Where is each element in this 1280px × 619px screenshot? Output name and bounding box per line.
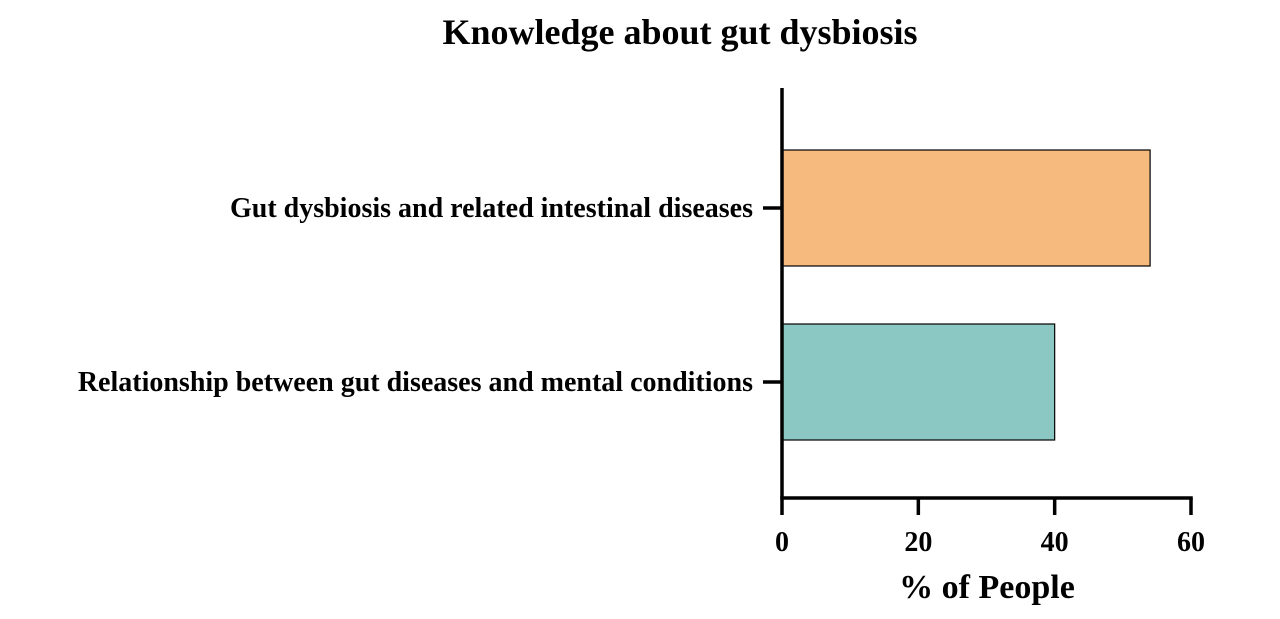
y-axis: Gut dysbiosis and related intestinal dis…: [78, 88, 784, 498]
x-tick-label-40: 40: [1041, 527, 1069, 558]
chart-title: Knowledge about gut dysbiosis: [442, 12, 917, 52]
bars-group: [781, 149, 1151, 441]
x-axis: 0 20 40 60: [775, 496, 1205, 558]
x-tick-label-20: 20: [904, 527, 932, 558]
bar-2: [781, 323, 1056, 441]
x-tick-label-0: 0: [775, 527, 789, 558]
category-label-2: Relationship between gut diseases and me…: [78, 367, 753, 398]
category-label-1: Gut dysbiosis and related intestinal dis…: [230, 193, 753, 224]
bar-1: [781, 149, 1151, 267]
x-tick-label-60: 60: [1177, 527, 1205, 558]
x-axis-title: % of People: [899, 569, 1075, 606]
